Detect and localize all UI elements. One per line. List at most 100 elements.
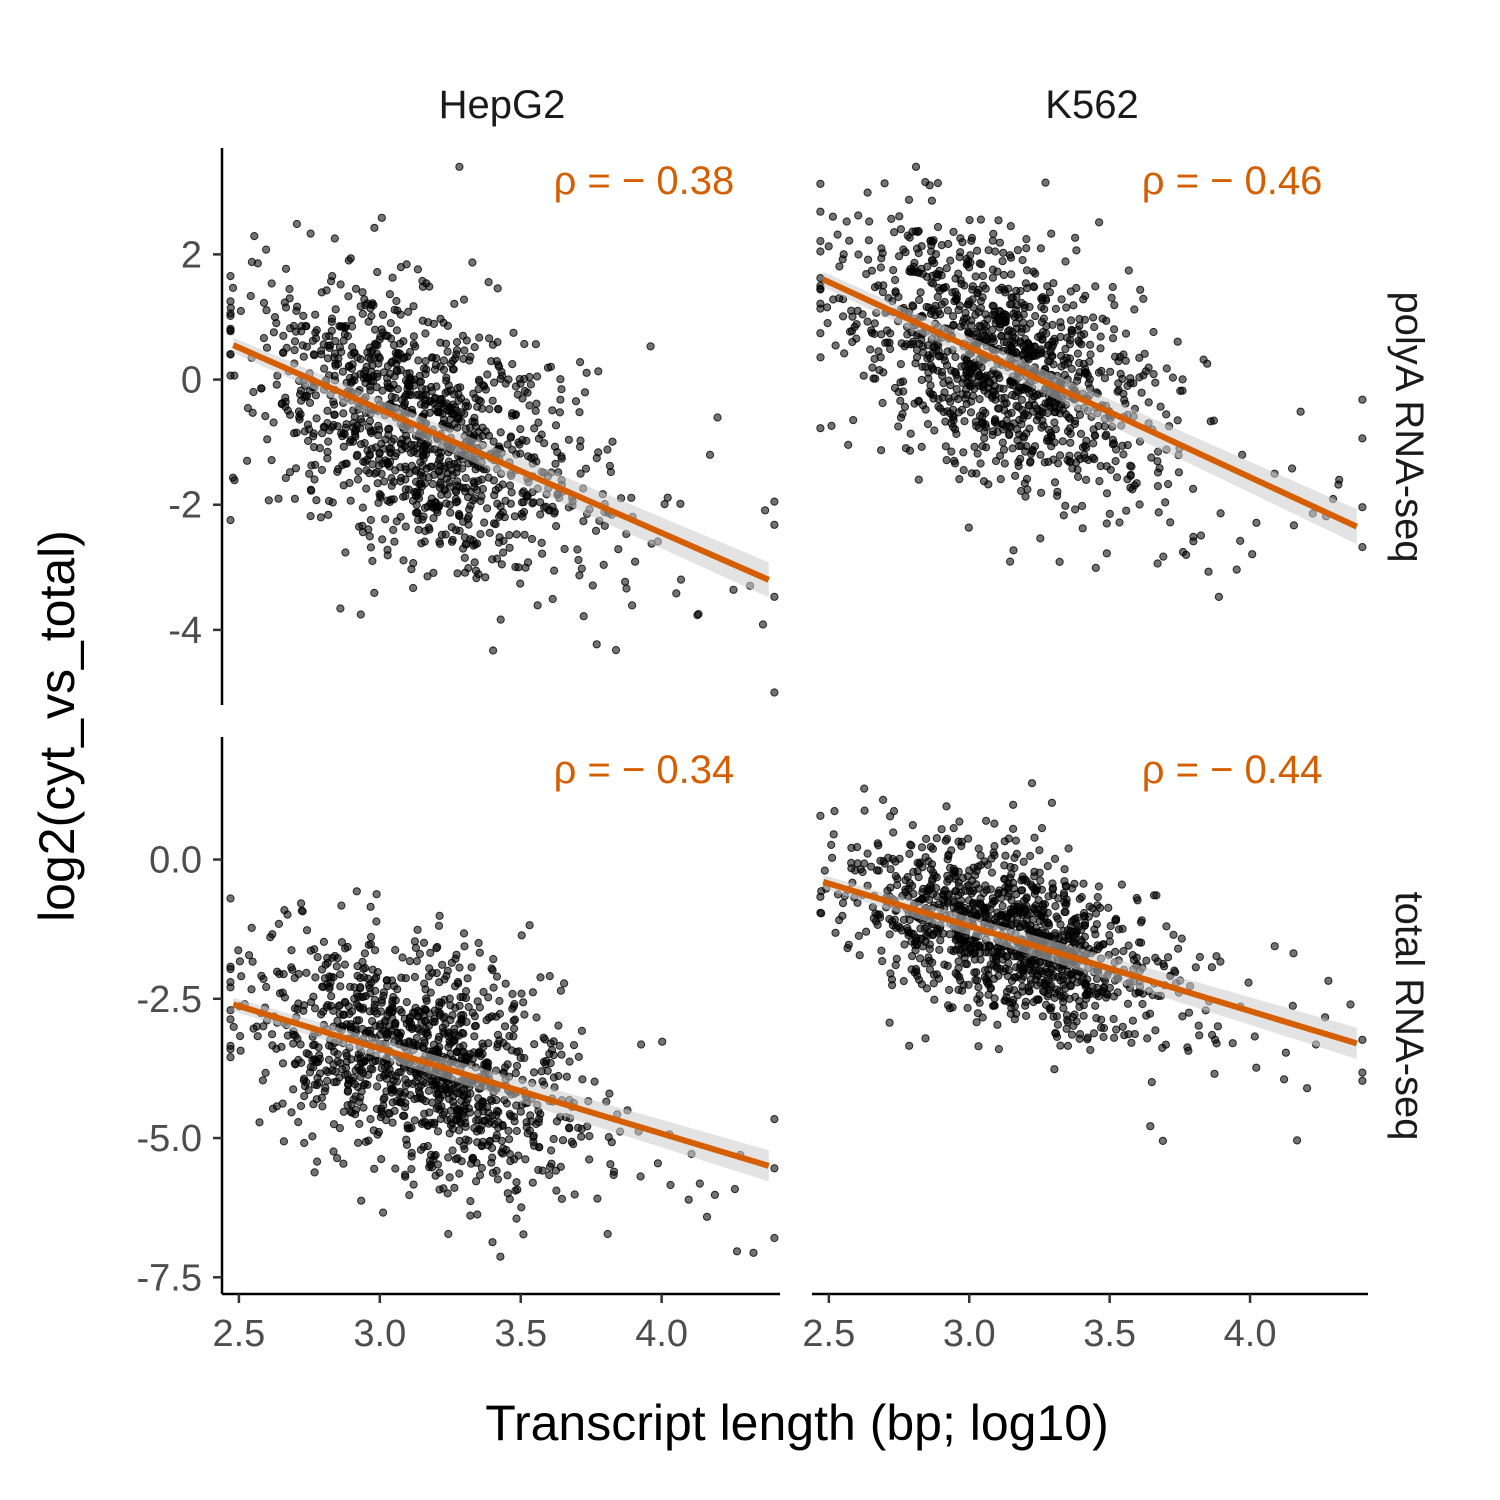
data-point [956,322,965,331]
data-point [363,446,372,455]
data-point [510,512,519,521]
data-point [864,236,874,245]
data-point [385,383,394,392]
data-point [1089,1029,1099,1038]
data-point [961,308,970,317]
data-point [1051,304,1061,313]
data-point [353,475,363,484]
data-point [865,217,874,226]
data-point [848,312,857,321]
data-point [1043,408,1052,418]
data-point [891,288,900,297]
data-point [1162,364,1171,373]
data-point [575,408,584,417]
data-point [998,438,1007,447]
data-point [594,367,603,376]
data-point [1137,388,1146,397]
data-point [309,443,319,452]
data-point [484,278,493,287]
data-point [270,313,280,322]
data-point [503,1189,512,1198]
data-point [420,1017,430,1026]
data-point [1071,992,1080,1002]
data-point [1079,1011,1088,1020]
data-point [1035,846,1044,855]
data-point [933,179,943,188]
data-point [409,332,418,341]
data-point [420,503,430,512]
data-point [387,1088,396,1097]
data-point [591,526,601,535]
data-point [313,1157,322,1166]
data-point [827,840,836,850]
data-point [954,941,963,950]
data-point [347,1100,356,1109]
data-point [770,497,779,506]
data-point [434,467,443,476]
data-point [622,584,631,593]
data-point [1086,350,1095,359]
data-point [343,1086,353,1095]
data-point [465,423,475,432]
data-point [973,449,982,458]
data-point [1033,905,1042,914]
data-point [351,1092,360,1101]
data-point [1214,592,1224,602]
data-point [732,1247,742,1256]
data-point [1060,865,1069,874]
y-tick-label: -4 [168,610,202,652]
data-point [816,329,825,338]
data-point [1019,964,1028,974]
data-point [287,946,296,955]
data-point [230,476,239,485]
data-point [417,539,426,548]
data-point [226,1015,235,1024]
data-point [1228,1039,1237,1048]
data-point [1069,1021,1078,1031]
data-point [1020,905,1029,914]
data-point [443,347,452,356]
data-point [1097,366,1106,376]
data-point [964,372,973,381]
data-point [1012,292,1021,302]
data-point [468,536,477,545]
data-point [395,1031,404,1041]
data-point [355,1016,364,1025]
data-point [631,557,640,566]
data-point [879,368,888,377]
data-point [974,844,983,853]
data-point [487,1012,496,1021]
data-point [1036,244,1046,253]
data-point [519,1230,528,1239]
data-point [969,898,978,907]
data-point [339,429,348,438]
data-point [388,357,397,366]
data-point [440,995,449,1004]
data-point [377,469,386,478]
data-point [492,1131,501,1140]
data-point [1052,1032,1062,1042]
data-point [279,348,288,357]
data-point [972,939,981,948]
data-point [342,1051,351,1060]
x-axis-title: Transcript length (bp; log10) [485,1395,1108,1451]
data-point [986,885,995,894]
data-point [481,427,490,436]
data-point [1178,375,1187,384]
data-point [478,1039,487,1048]
data-point [1020,301,1029,310]
data-point [932,970,942,979]
data-point [987,868,997,877]
data-point [318,982,327,991]
data-point [999,445,1009,454]
rho-annotation: ρ = − 0.46 [1142,159,1323,203]
data-point [611,646,621,655]
data-point [332,1077,341,1087]
data-point [500,1022,510,1031]
data-point [489,437,498,446]
data-point [1151,953,1160,963]
data-point [1009,824,1018,834]
data-point [367,428,376,438]
data-point [1095,477,1104,486]
data-point [366,543,375,552]
